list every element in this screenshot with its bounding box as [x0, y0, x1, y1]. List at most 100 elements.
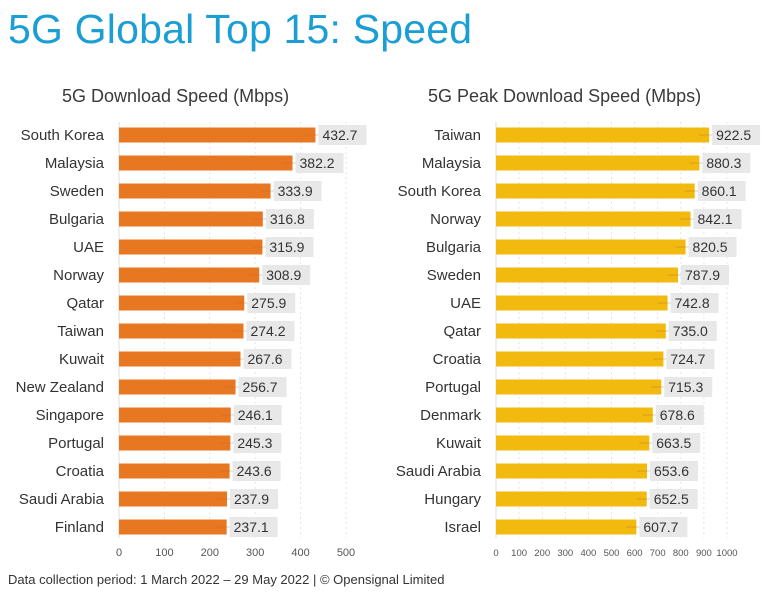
download-category-label: Bulgaria: [49, 211, 105, 228]
peak-value-label-bg: [697, 181, 746, 201]
peak-bar: [496, 295, 668, 311]
peak-category-label: Israel: [444, 519, 481, 536]
peak-category-label: Sweden: [427, 267, 481, 284]
peak-bar: [496, 239, 686, 255]
download-value-label-bg: [230, 489, 279, 509]
download-category-label: Sweden: [50, 183, 104, 200]
peak-bar: [496, 211, 691, 227]
download-bar: [119, 239, 263, 255]
download-value-label: 245.3: [237, 435, 272, 451]
peak-value-label: 715.3: [668, 379, 703, 395]
download-category-label: Saudi Arabia: [19, 491, 105, 508]
peak-value-label-bg: [649, 489, 698, 509]
peak-bar: [496, 127, 710, 143]
download-value-label: 315.9: [269, 239, 304, 255]
peak-value-label: 860.1: [702, 183, 737, 199]
peak-value-label-bg: [693, 209, 742, 229]
peak-value-label: 842.1: [698, 211, 733, 227]
peak-value-label-bg: [702, 153, 751, 173]
peak-bar: [496, 435, 650, 451]
peak-category-label: Denmark: [420, 407, 481, 424]
peak-value-label: 663.5: [656, 435, 691, 451]
peak-bar: [496, 379, 662, 395]
peak-category-label: Hungary: [424, 491, 481, 508]
download-x-tick-label: 100: [155, 547, 173, 559]
download-bar: [119, 127, 316, 143]
peak-category-label: Saudi Arabia: [396, 463, 482, 480]
download-category-label: Croatia: [56, 463, 105, 480]
peak-bar: [496, 351, 664, 367]
download-bar: [119, 183, 271, 199]
download-value-label: 246.1: [238, 407, 273, 423]
download-x-tick-label: 500: [337, 547, 355, 559]
download-value-label-bg: [265, 237, 314, 257]
peak-value-label: 820.5: [693, 239, 728, 255]
download-value-label: 382.2: [300, 155, 335, 171]
download-bar: [119, 463, 230, 479]
download-speed-chart: 0 100 200 300 400 500 South Korea 432.7 Malaysia…: [16, 122, 367, 559]
peak-category-label: Qatar: [443, 323, 481, 340]
download-bar: [119, 155, 293, 171]
download-value-label-bg: [262, 265, 311, 285]
peak-category-label: Croatia: [433, 351, 482, 368]
download-bar: [119, 435, 231, 451]
download-value-label-bg: [229, 517, 278, 537]
download-x-tick-label: 400: [291, 547, 309, 559]
peak-category-label: Bulgaria: [426, 239, 482, 256]
peak-value-label: 735.0: [673, 323, 708, 339]
download-value-label: 237.9: [234, 491, 269, 507]
download-value-label: 267.6: [247, 351, 282, 367]
download-x-tick-label: 0: [116, 547, 122, 559]
download-value-label-bg: [273, 181, 322, 201]
download-x-tick-label: 300: [246, 547, 264, 559]
download-bar: [119, 211, 263, 227]
download-value-label-bg: [247, 293, 296, 313]
page-title: 5G Global Top 15: Speed: [8, 6, 473, 52]
download-bar: [119, 491, 228, 507]
download-category-label: Finland: [55, 519, 104, 536]
download-category-label: Kuwait: [59, 351, 105, 368]
download-value-label: 237.1: [234, 519, 269, 535]
download-value-label: 243.6: [237, 463, 272, 479]
peak-value-label-bg: [652, 433, 701, 453]
peak-bar: [496, 519, 637, 535]
download-bar: [119, 323, 244, 339]
peak-bar: [496, 155, 700, 171]
download-value-label-bg: [265, 209, 314, 229]
peak-value-label-bg: [639, 517, 688, 537]
peak-value-label-bg: [688, 237, 737, 257]
download-value-label: 274.2: [250, 323, 285, 339]
peak-category-label: Kuwait: [436, 435, 482, 452]
peak-x-tick-label: 900: [696, 548, 712, 559]
peak-value-label: 652.5: [654, 491, 689, 507]
download-bar: [119, 267, 260, 283]
peak-value-label-bg: [655, 405, 704, 425]
peak-category-label: South Korea: [398, 183, 482, 200]
peak-x-tick-label: 1000: [716, 548, 737, 559]
peak-bar: [496, 267, 679, 283]
peak-x-tick-label: 500: [604, 548, 620, 559]
peak-x-tick-label: 600: [627, 548, 643, 559]
peak-category-label: Portugal: [425, 379, 481, 396]
peak-value-label-bg: [666, 349, 715, 369]
download-value-label-bg: [232, 461, 281, 481]
download-category-label: Portugal: [48, 435, 104, 452]
peak-value-label: 922.5: [716, 127, 751, 143]
footer-note: Data collection period: 1 March 2022 – 2…: [8, 572, 445, 587]
peak-x-tick-label: 200: [534, 548, 550, 559]
download-x-tick-label: 200: [201, 547, 219, 559]
download-value-label-bg: [318, 125, 367, 145]
download-value-label: 316.8: [270, 211, 305, 227]
peak-bar: [496, 463, 647, 479]
peak-value-label: 787.9: [685, 267, 720, 283]
peak-speed-chart: 0 100 200 300 400 500 600 700 800 900 1000 Taiwan 92…: [396, 122, 761, 559]
peak-value-label-bg: [668, 321, 717, 341]
peak-value-label-bg: [712, 125, 761, 145]
download-bar: [119, 407, 231, 423]
peak-bar: [496, 491, 647, 507]
download-category-label: Taiwan: [57, 323, 104, 340]
peak-value-label-bg: [681, 265, 730, 285]
peak-value-label: 607.7: [643, 519, 678, 535]
download-value-label-bg: [238, 377, 287, 397]
